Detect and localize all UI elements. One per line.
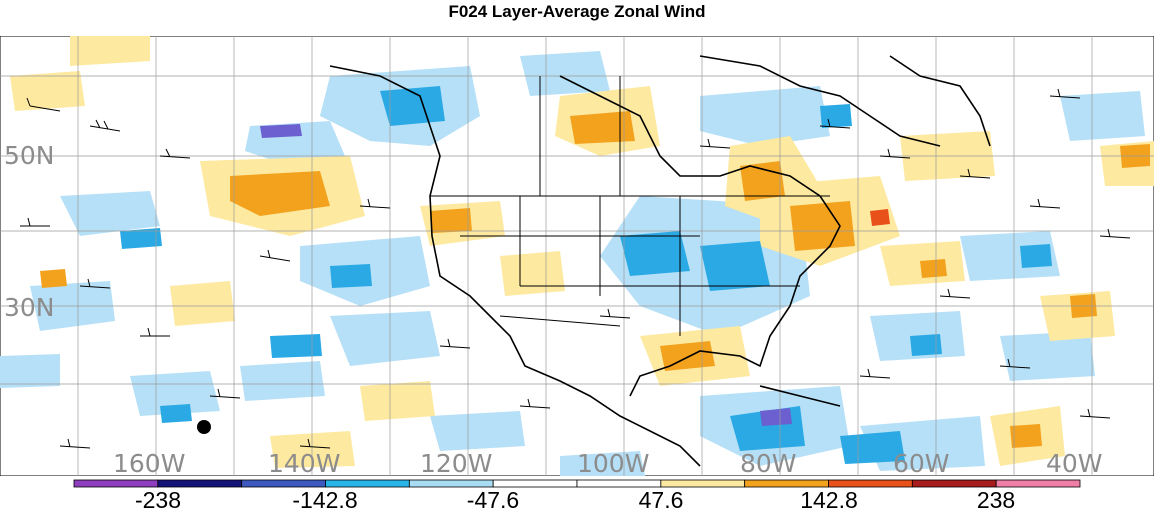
lon-label-60w: 60W: [893, 449, 950, 476]
lon-label-120w: 120W: [420, 449, 492, 476]
colorbar-swatch: [241, 479, 326, 488]
colorbar-tick-4: 47.6: [639, 487, 684, 511]
lat-label-30n: 30N: [4, 293, 55, 322]
colorbar-swatch: [408, 479, 494, 488]
colorbar: -238 -142.8 -47.6 47.6 142.8 238: [73, 479, 1081, 511]
map-panel: 50N 30N 160W 140W 120W 100W 80W 60W 40W: [0, 36, 1154, 476]
colorbar-tick-2: -142.8: [292, 487, 357, 511]
marker-dot: [197, 420, 211, 434]
lon-label-100w: 100W: [577, 449, 649, 476]
lon-label-140w: 140W: [268, 449, 340, 476]
lat-label-50n: 50N: [4, 141, 55, 170]
colorbar-swatch: [660, 479, 746, 488]
colorbar-swatch: [325, 479, 410, 488]
colorbar-swatch: [995, 479, 1081, 488]
graticule: [0, 36, 1154, 476]
wind-barbs: [20, 88, 1131, 449]
colorbar-tick-5: 142.8: [800, 487, 858, 511]
plot-title: F024 Layer-Average Zonal Wind: [448, 2, 706, 21]
colorbar-tick-6: 238: [977, 487, 1015, 511]
colorbar-swatch: [73, 479, 159, 488]
colorbar-swatch: [911, 479, 997, 488]
colorbar-swatch: [828, 479, 913, 488]
colorbar-tick-1: -238: [135, 487, 181, 511]
colorbar-swatch: [576, 479, 662, 488]
coastlines: [329, 55, 991, 467]
lon-label-160w: 160W: [113, 449, 185, 476]
wind-shading: [0, 36, 1154, 476]
lon-label-80w: 80W: [740, 449, 797, 476]
lon-label-40w: 40W: [1046, 449, 1103, 476]
colorbar-swatch: [744, 479, 829, 488]
political-borders: [430, 76, 830, 336]
colorbar-tick-3: -47.6: [467, 487, 519, 511]
colorbar-swatch: [492, 479, 578, 488]
colorbar-swatch: [157, 479, 243, 488]
